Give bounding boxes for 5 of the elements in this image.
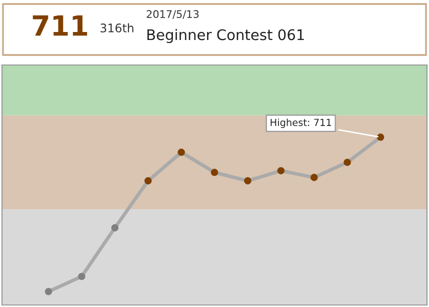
text: Highest: 711 <box>270 118 332 128</box>
text: 2017/5/13 <box>146 10 199 19</box>
text: 316th <box>100 23 134 32</box>
text: Beginner Contest 061 <box>147 28 304 44</box>
text: 711 <box>32 15 88 36</box>
